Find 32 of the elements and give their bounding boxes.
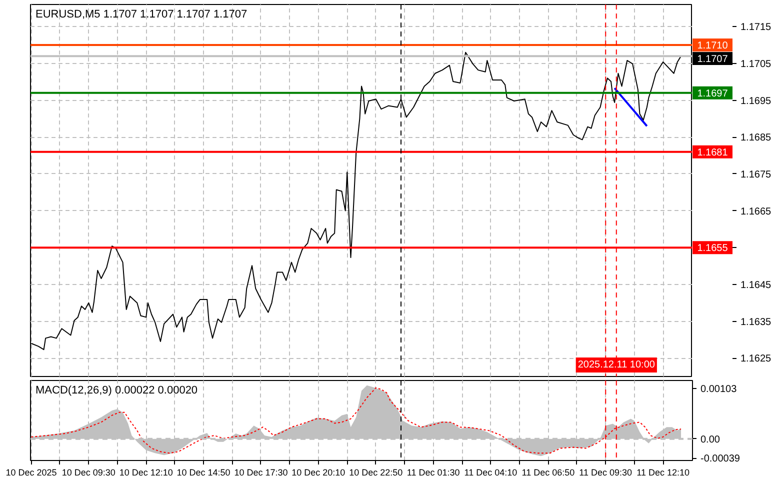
ref-line-label: 1.1697 (697, 88, 728, 100)
x-tick-label: 11 Dec 06:50 (522, 468, 575, 478)
x-tick-label: 10 Dec 17:30 (234, 468, 288, 478)
ref-line-label: 2025.12.11 10:00 (578, 360, 656, 370)
y-tick-label: 1.1695 (740, 96, 772, 107)
x-tick-label: 10 Dec 22:50 (349, 468, 403, 478)
y-tick-label: 1.1675 (740, 169, 772, 180)
x-tick-label: 11 Dec 09:30 (579, 468, 632, 478)
x-tick-label: 10 Dec 20:10 (292, 468, 346, 478)
y-tick-label: -0.00039 (700, 454, 740, 465)
y-tick-label: 0.00 (700, 434, 720, 446)
ref-line-label: 1.1707 (697, 54, 728, 66)
x-tick-label: 10 Dec 12:10 (119, 468, 173, 478)
y-tick-label: 0.00103 (700, 384, 738, 395)
chart-title: EURUSD,M5 1.1707 1.1707 1.1707 1.1707 (36, 8, 248, 20)
y-tick-label: 1.1685 (740, 132, 772, 144)
y-tick-label: 1.1715 (740, 22, 772, 34)
y-tick-label: 1.1645 (740, 280, 772, 291)
x-tick-label: 11 Dec 01:30 (406, 468, 460, 478)
y-tick-label: 1.1665 (740, 206, 772, 218)
x-tick-label: 10 Dec 09:30 (62, 468, 116, 478)
ref-line-label: 1.1710 (697, 40, 728, 52)
chart-title: MACD(12,26,9) 0.00022 0.00020 (36, 384, 198, 396)
y-tick-label: 1.1635 (740, 316, 772, 328)
x-tick-label: 11 Dec 12:10 (636, 468, 690, 478)
y-tick-label: 1.1625 (740, 354, 772, 365)
x-tick-label: 10 Dec 2025 (6, 468, 57, 478)
x-tick-label: 11 Dec 04:10 (464, 468, 518, 478)
y-tick-label: 1.1705 (740, 58, 772, 70)
ref-line-label: 1.1681 (697, 147, 728, 158)
x-tick-label: 10 Dec 14:50 (176, 468, 230, 478)
ref-line-label: 1.1655 (697, 243, 728, 254)
